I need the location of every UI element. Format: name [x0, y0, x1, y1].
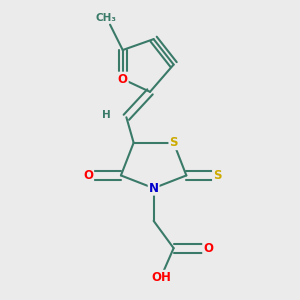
Text: OH: OH: [151, 271, 171, 284]
Text: H: H: [102, 110, 111, 121]
Text: O: O: [118, 73, 128, 85]
Text: S: S: [213, 169, 221, 182]
Text: N: N: [148, 182, 159, 195]
Text: S: S: [169, 136, 178, 149]
Text: O: O: [203, 242, 213, 255]
Text: O: O: [83, 169, 93, 182]
Text: CH₃: CH₃: [96, 13, 117, 23]
